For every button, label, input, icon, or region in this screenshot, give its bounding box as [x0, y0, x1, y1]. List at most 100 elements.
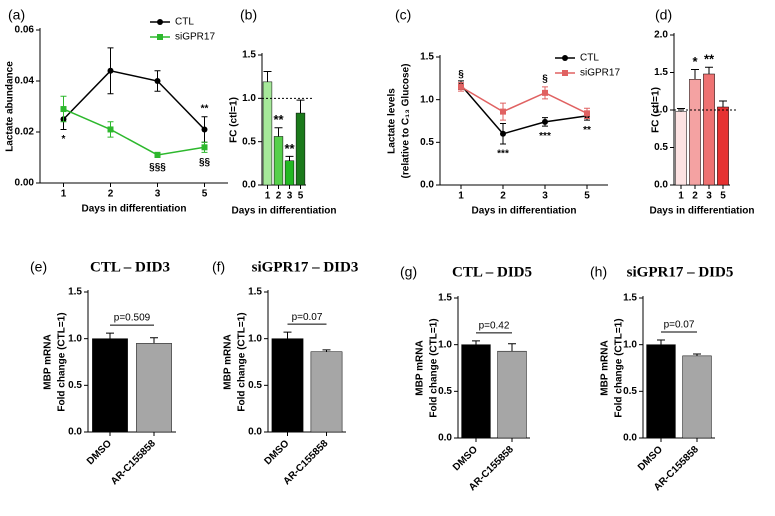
y-tick-label: 1.0 — [438, 339, 452, 350]
series-line — [62, 69, 206, 130]
series-line — [460, 86, 588, 114]
y-axis-label: (relative to C₁₃ Glucose) — [401, 64, 412, 179]
y-tick-label: 0.5 — [242, 136, 256, 147]
y-tick-label: 1.5 — [68, 287, 82, 298]
bar — [646, 344, 676, 439]
bar — [271, 338, 304, 433]
point — [154, 78, 161, 84]
bar — [310, 351, 343, 433]
error-bar — [677, 108, 685, 112]
y-tick-label: 0.0 — [68, 427, 82, 438]
p-value: p=0.42 — [479, 321, 510, 332]
bar — [682, 355, 712, 439]
significance: *** — [539, 131, 551, 142]
y-axis-label: Fold change (CTL=1) — [237, 312, 248, 411]
panel-label: (g) — [400, 264, 417, 280]
x-tick-label: 3 — [542, 191, 548, 202]
bar — [262, 81, 273, 186]
y-axis-label: Fold change (CTL=1) — [614, 318, 625, 417]
y-tick-label: 0.5 — [654, 142, 668, 153]
bar — [461, 344, 491, 439]
legend-label: CTL — [580, 53, 599, 64]
x-axis-label: Days in differentiation — [471, 206, 576, 217]
y-tick-label: 1.5 — [623, 293, 637, 304]
y-tick-label: 0.00 — [15, 178, 35, 189]
bar — [92, 338, 128, 433]
panel-label: (b) — [240, 7, 257, 23]
x-axis-label: Days in differentiation — [81, 204, 186, 215]
x-tick-label: 5 — [720, 191, 726, 202]
significance: ** — [201, 103, 209, 114]
y-tick-label: 1.0 — [248, 333, 262, 344]
x-axis-label: Days in differentiation — [649, 206, 754, 217]
legend-label: siGPR17 — [175, 32, 215, 43]
x-tick-label: DMSO — [636, 444, 665, 473]
y-tick-label: 1.0 — [420, 94, 434, 105]
significance: * — [62, 134, 66, 145]
x-tick-label: 1 — [678, 191, 684, 202]
x-tick-label: 1 — [265, 191, 271, 202]
significance: ** — [583, 125, 591, 136]
point — [500, 108, 506, 115]
x-tick-label: 2 — [500, 191, 506, 202]
x-tick-label: 2 — [692, 191, 698, 202]
y-tick-label: 1.0 — [68, 333, 82, 344]
y-tick-label: 0.02 — [15, 127, 35, 138]
bar — [497, 350, 527, 439]
y-tick-label: 0.0 — [242, 180, 256, 191]
point — [584, 110, 590, 117]
error-bar — [705, 66, 713, 74]
x-tick-label: AR-C155858 — [109, 438, 158, 487]
x-tick-label: 1 — [458, 191, 464, 202]
y-tick-label: 1.0 — [623, 339, 637, 350]
x-tick-label: 3 — [706, 191, 712, 202]
x-tick-label: 5 — [202, 189, 208, 200]
p-value: p=0.509 — [114, 313, 151, 324]
point — [201, 126, 208, 133]
x-tick-label: DMSO — [262, 438, 291, 467]
error-bar — [691, 69, 699, 80]
error-bar — [719, 100, 727, 107]
point — [154, 151, 161, 158]
y-axis-label: MBP mRNA — [415, 340, 426, 395]
bar — [284, 160, 295, 186]
error-bar — [657, 339, 665, 345]
error-bar — [508, 343, 516, 352]
y-tick-label: 0.5 — [438, 386, 452, 397]
y-axis-label: FC (ctl=1) — [229, 97, 240, 143]
panel-label: (e) — [30, 259, 47, 275]
x-tick-label: DMSO — [85, 438, 114, 467]
bar — [689, 79, 701, 186]
point — [542, 89, 548, 96]
x-tick-label: DMSO — [451, 444, 480, 473]
legend-label: siGPR17 — [580, 68, 620, 79]
significance: ** — [273, 112, 284, 127]
point — [201, 144, 208, 151]
significance: §§§ — [149, 162, 166, 173]
error-bar — [274, 127, 283, 137]
y-tick-label: 1.5 — [242, 50, 256, 61]
x-tick-label: 5 — [298, 191, 304, 202]
x-tick-label: 2 — [108, 189, 114, 200]
point — [458, 83, 464, 90]
significance: ** — [704, 52, 715, 67]
legend-marker — [562, 55, 568, 61]
series-line — [63, 108, 205, 156]
y-axis-label: Lactate abundance — [5, 61, 16, 152]
significance: * — [692, 54, 698, 69]
y-tick-label: 0.0 — [623, 433, 637, 444]
y-axis-label: Fold change (CTL=1) — [429, 318, 440, 417]
y-axis-label: MBP mRNA — [223, 334, 234, 389]
y-axis-label: Fold change (CTL=1) — [57, 312, 68, 411]
point — [60, 106, 67, 113]
y-tick-label: 1.5 — [438, 293, 452, 304]
x-tick-label: 3 — [287, 191, 293, 202]
y-tick-label: 1.0 — [242, 93, 256, 104]
y-tick-label: 1.0 — [654, 105, 668, 116]
y-tick-label: 0.0 — [654, 180, 668, 191]
significance: § — [458, 69, 464, 80]
chart-title: siGPR17 – DID5 — [627, 264, 734, 280]
error-bar — [296, 99, 305, 114]
chart-title: CTL – DID3 — [90, 259, 170, 275]
point — [542, 118, 548, 125]
